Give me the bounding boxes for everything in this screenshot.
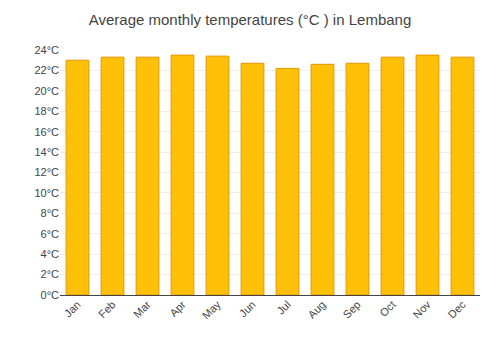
svg-text:Mar: Mar (131, 298, 153, 320)
svg-text:2°C: 2°C (41, 268, 60, 280)
svg-text:10°C: 10°C (34, 187, 59, 199)
svg-text:Dec: Dec (445, 298, 468, 321)
svg-text:Jul: Jul (274, 298, 292, 316)
svg-text:Jun: Jun (237, 298, 258, 319)
svg-text:22°C: 22°C (34, 64, 59, 76)
svg-text:Aug: Aug (305, 298, 327, 320)
svg-text:16°C: 16°C (34, 126, 59, 138)
svg-text:20°C: 20°C (34, 85, 59, 97)
svg-text:14°C: 14°C (34, 146, 59, 158)
svg-text:24°C: 24°C (34, 44, 59, 56)
svg-text:0°C: 0°C (41, 289, 60, 301)
svg-text:6°C: 6°C (41, 228, 60, 240)
svg-text:May: May (200, 298, 224, 322)
svg-text:Nov: Nov (410, 298, 433, 321)
svg-text:8°C: 8°C (41, 207, 60, 219)
svg-text:Average monthly temperatures (: Average monthly temperatures (°C ) in Le… (89, 11, 412, 28)
svg-text:Feb: Feb (96, 298, 118, 320)
svg-text:18°C: 18°C (34, 105, 59, 117)
svg-text:4°C: 4°C (41, 248, 60, 260)
svg-text:Apr: Apr (167, 298, 188, 319)
svg-text:Oct: Oct (377, 298, 398, 319)
svg-text:Sep: Sep (340, 298, 362, 320)
svg-text:12°C: 12°C (34, 166, 59, 178)
svg-text:Jan: Jan (62, 298, 83, 319)
